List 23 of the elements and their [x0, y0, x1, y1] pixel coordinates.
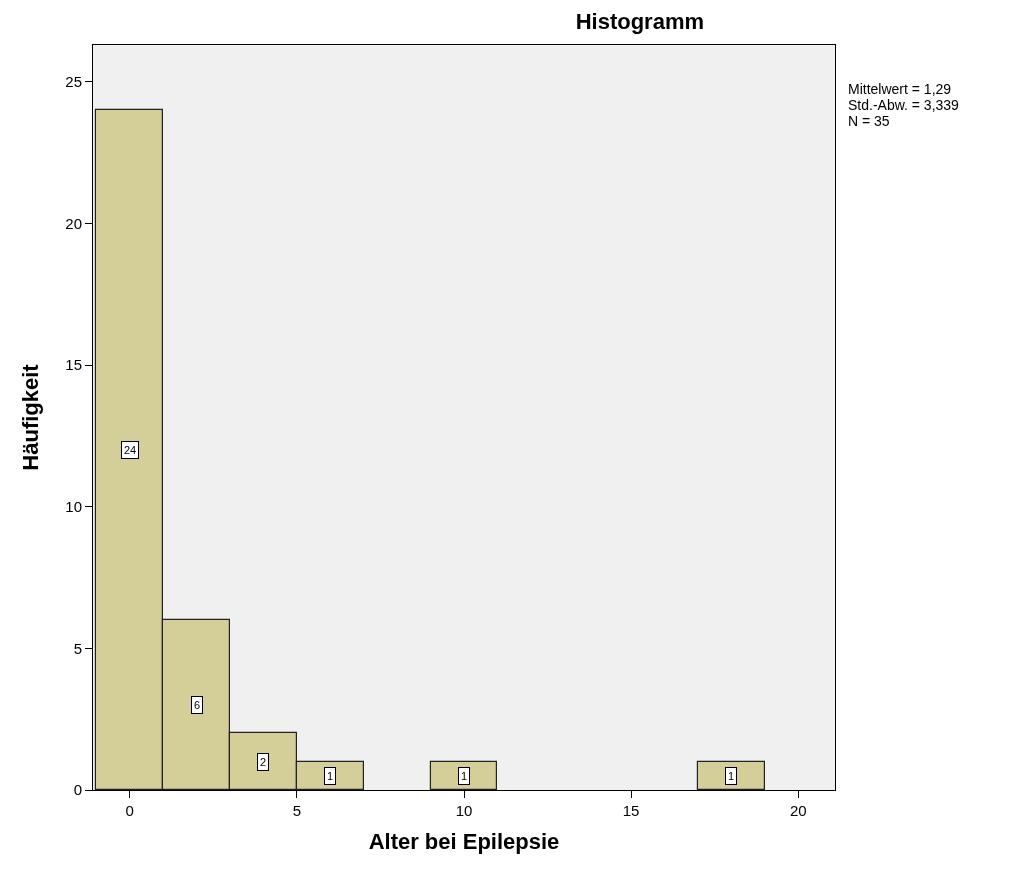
y-axis-title: Häufigkeit	[18, 363, 44, 471]
y-tick-label: 20	[65, 214, 82, 232]
x-tick-label: 20	[789, 802, 807, 819]
y-tick-label: 5	[73, 639, 82, 657]
x-tick-label: 5	[292, 802, 302, 819]
data-label: 6	[194, 699, 201, 711]
text: Mittelwert = 1,29	[848, 81, 952, 97]
data-label: 24	[124, 444, 137, 456]
text: N = 35	[848, 113, 890, 129]
x-tick-label: 10	[455, 802, 473, 819]
x-tick-label: 0	[125, 802, 134, 819]
text: Std.-Abw. = 3,339	[848, 97, 960, 113]
data-label: 1	[327, 770, 334, 782]
y-tick-label: 0	[73, 781, 82, 799]
data-label: 1	[728, 770, 735, 782]
chart-title: Histogramm	[575, 8, 705, 34]
data-label: 1	[461, 770, 468, 782]
data-label: 2	[260, 756, 267, 768]
y-tick-label: 15	[65, 356, 82, 374]
x-axis-title: Alter bei Epilepsie	[368, 828, 560, 854]
y-tick-label: 25	[65, 73, 82, 91]
y-tick-label: 10	[65, 497, 82, 515]
x-tick-label: 15	[622, 802, 640, 819]
